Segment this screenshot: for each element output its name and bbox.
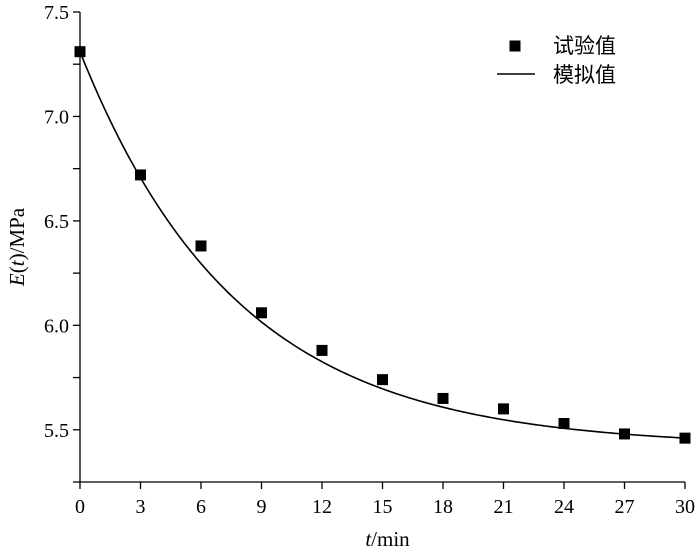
data-point (498, 403, 509, 415)
legend-marker-square (509, 40, 521, 52)
x-tick-label: 3 (136, 496, 146, 518)
y-tick-label: 6.0 (44, 315, 69, 337)
tick-labels: 0 3 6 9 12 15 18 21 24 27 30 5.5 6.0 6.5 7.0 7.5 (44, 2, 695, 518)
x-tick-label: 6 (196, 496, 206, 518)
y-axis-label: E(t)/MPa (5, 207, 29, 287)
x-tick-label: 9 (257, 496, 267, 518)
x-tick-label: 21 (494, 496, 514, 518)
y-tick-label: 6.5 (44, 211, 69, 233)
x-tick-label: 24 (554, 496, 574, 518)
x-tick-label: 18 (433, 496, 453, 518)
data-point (74, 46, 86, 58)
data-point (679, 432, 691, 444)
y-tick-label: 5.5 (44, 420, 69, 442)
legend-label-experimental: 试验值 (553, 34, 616, 58)
x-tick-label: 27 (615, 496, 635, 518)
ticks (73, 11, 686, 489)
data-point (316, 344, 328, 356)
fit-curve (79, 51, 686, 439)
data-point (377, 374, 388, 386)
x-tick-label: 0 (75, 496, 85, 518)
x-tick-label: 12 (312, 496, 332, 518)
y-tick-label: 7.5 (44, 2, 69, 24)
x-tick-label: 30 (675, 496, 695, 518)
y-tick-label: 7.0 (44, 106, 69, 128)
data-point (195, 240, 207, 252)
fit-curve-layer (79, 51, 686, 439)
data-markers (74, 46, 691, 444)
data-point (135, 169, 146, 181)
data-point (256, 307, 267, 319)
legend-label-simulated: 模拟值 (553, 63, 616, 87)
x-axis-label: t/min (365, 527, 410, 551)
data-point (558, 418, 570, 430)
x-tick-label: 15 (373, 496, 393, 518)
data-point (437, 392, 449, 404)
data-point (619, 428, 630, 440)
